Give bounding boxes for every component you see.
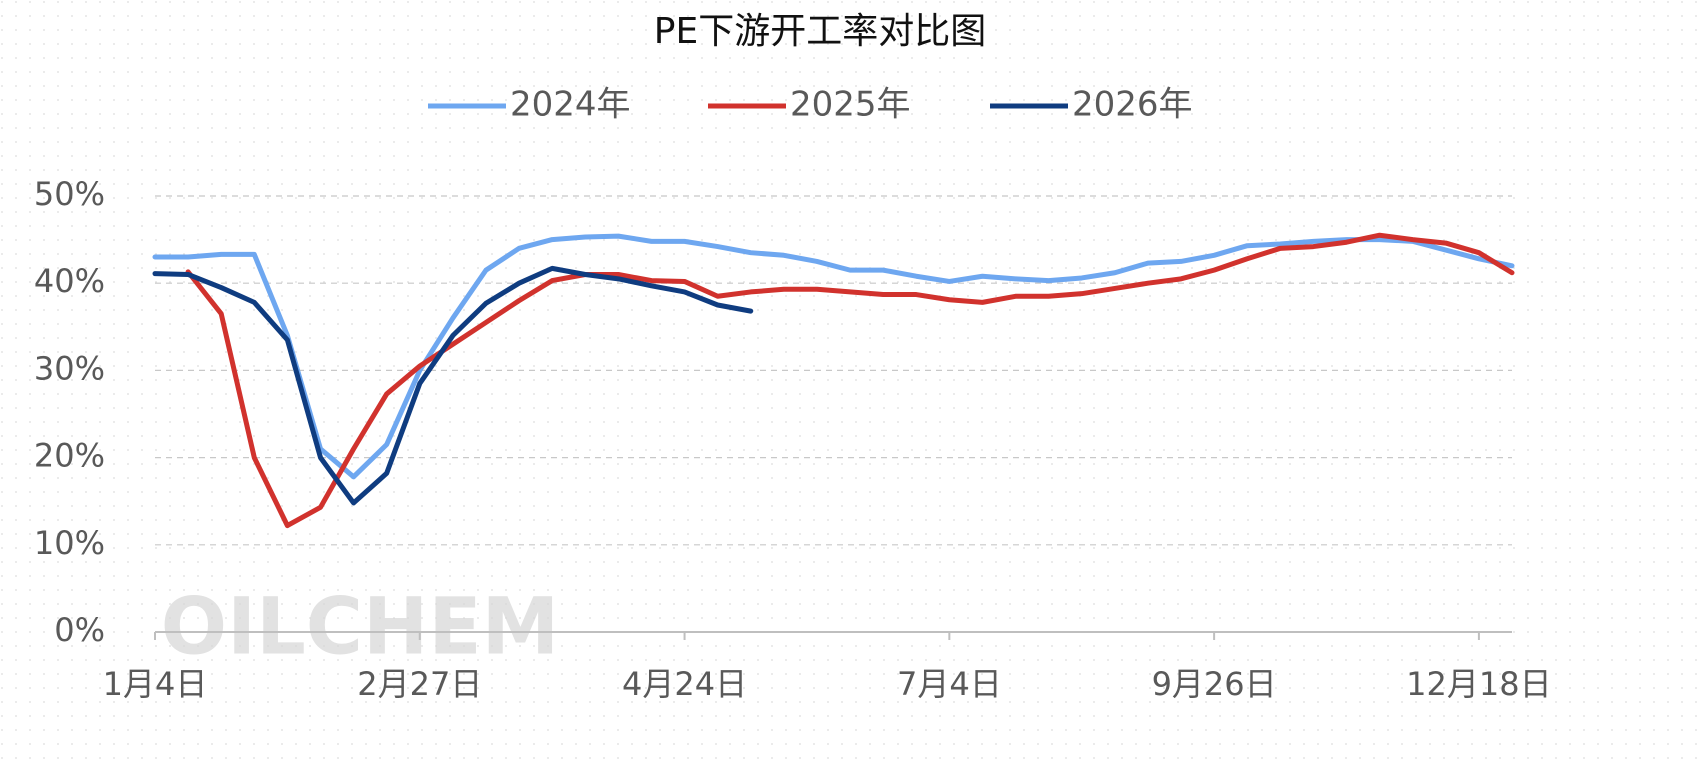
chart-title: PE下游开工率对比图 [654,11,986,52]
x-tick-label: 2月27日 [357,665,482,703]
y-tick-label: 10% [34,524,105,562]
x-tick-label: 9月26日 [1152,665,1277,703]
legend-label: 2025年 [790,85,911,125]
x-tick-label: 7月4日 [897,665,1002,703]
x-tick-label: 4月24日 [622,665,747,703]
line-series [152,265,754,506]
x-tick-label: 12月18日 [1406,665,1551,703]
legend-label: 2024年 [510,85,631,125]
y-tick-label: 50% [34,175,105,213]
y-tick-label: 20% [34,437,105,475]
y-tick-label: 40% [34,262,105,300]
y-tick-label: 0% [54,611,105,649]
line-series [152,233,1515,480]
line-series [185,232,1515,529]
legend-label: 2026年 [1072,85,1193,125]
y-tick-label: 30% [34,349,105,387]
x-tick-label: 1月4日 [103,665,208,703]
watermark: OILCHEM [161,582,559,672]
